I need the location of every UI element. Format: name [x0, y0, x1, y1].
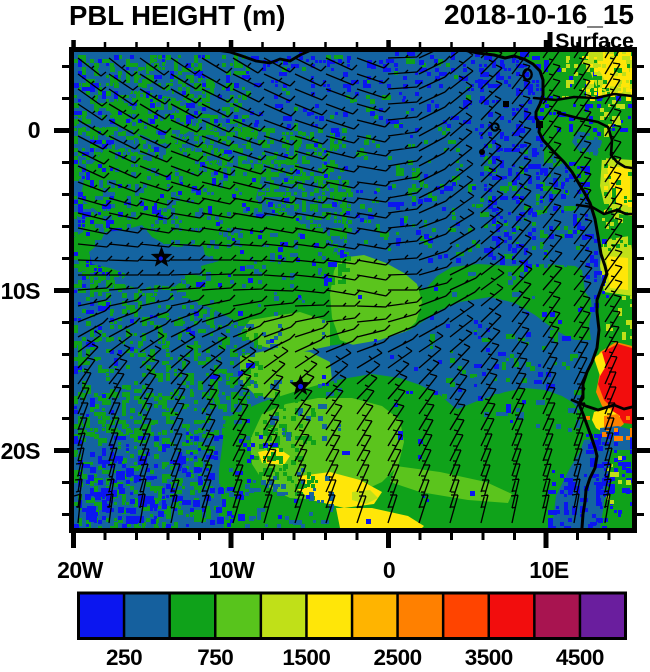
svg-text:0: 0 — [383, 557, 395, 583]
svg-text:2018-10-16_15: 2018-10-16_15 — [444, 0, 634, 30]
svg-text:10W: 10W — [209, 557, 256, 583]
svg-text:10S: 10S — [1, 278, 41, 304]
svg-text:20S: 20S — [1, 438, 41, 464]
svg-text:250: 250 — [106, 645, 142, 667]
svg-text:PBL HEIGHT (m): PBL HEIGHT (m) — [69, 0, 285, 31]
svg-text:10E: 10E — [529, 557, 569, 583]
svg-text:20W: 20W — [57, 557, 104, 583]
svg-text:2500: 2500 — [374, 645, 422, 667]
svg-text:Surface: Surface — [555, 29, 634, 53]
svg-text:1500: 1500 — [282, 645, 330, 667]
svg-text:3500: 3500 — [465, 645, 513, 667]
svg-text:0: 0 — [28, 117, 40, 143]
svg-text:4500: 4500 — [556, 645, 604, 667]
svg-text:750: 750 — [197, 645, 233, 667]
